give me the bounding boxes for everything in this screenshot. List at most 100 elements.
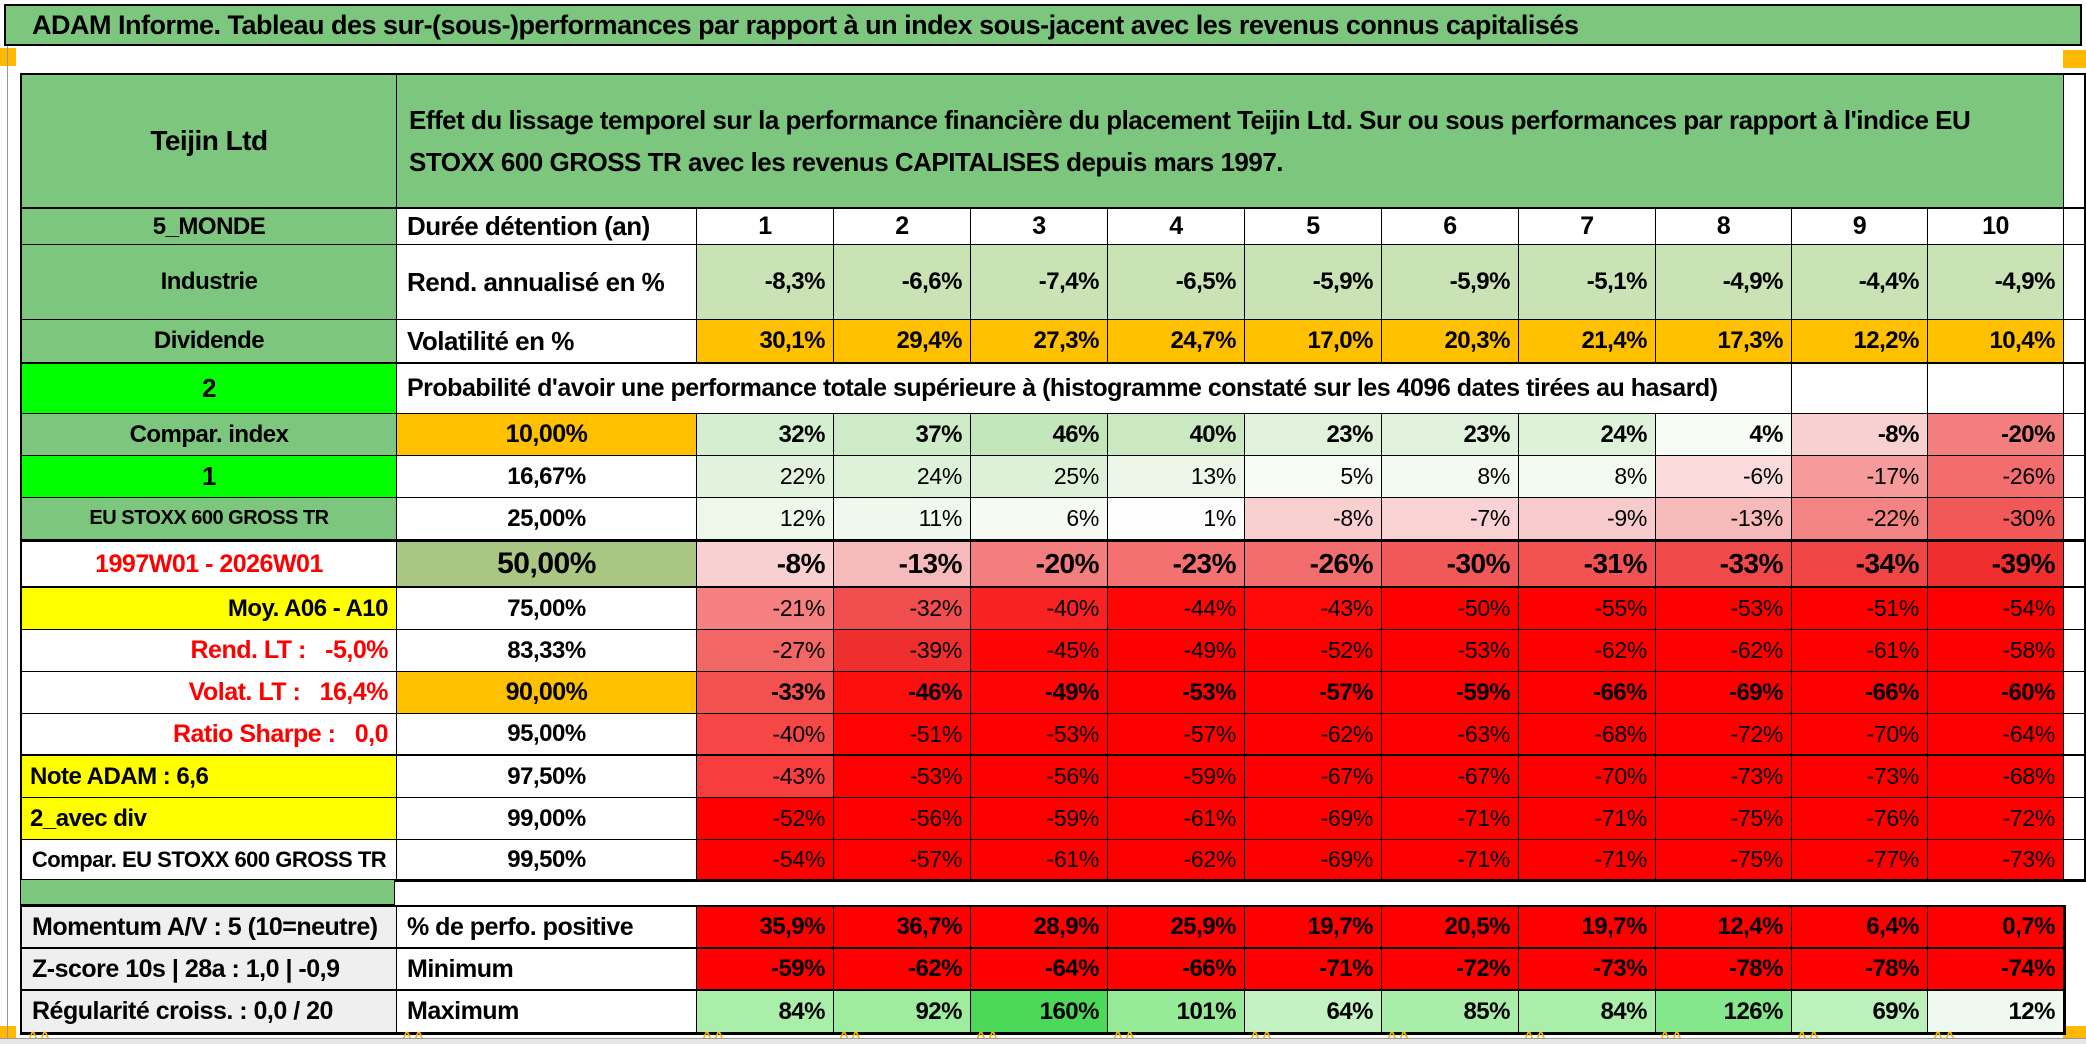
data-cell[interactable]: -33%	[1656, 540, 1792, 588]
row-label-cell[interactable]: Volat. LT : 16,4%	[22, 672, 397, 714]
row-label-cell[interactable]: Industrie	[22, 245, 397, 320]
data-cell[interactable]: -73%	[1928, 840, 2064, 880]
data-cell[interactable]: -63%	[1382, 714, 1519, 756]
prob-level-cell[interactable]: 25,00%	[397, 498, 697, 540]
data-cell[interactable]: -61%	[971, 840, 1108, 880]
prob-level-cell[interactable]: 99,00%	[397, 798, 697, 840]
bottom-data-cell[interactable]: 126%	[1656, 991, 1792, 1033]
data-cell[interactable]: 9	[1792, 209, 1928, 245]
data-cell[interactable]: -32%	[834, 588, 971, 630]
data-cell[interactable]: -22%	[1792, 498, 1928, 540]
data-cell[interactable]: 29,4%	[834, 320, 971, 364]
data-cell[interactable]: -51%	[1792, 588, 1928, 630]
row-label-cell[interactable]: Note ADAM : 6,6	[22, 756, 397, 798]
data-cell[interactable]: -31%	[1519, 540, 1656, 588]
data-cell[interactable]: -66%	[1792, 672, 1928, 714]
bottom-data-cell[interactable]: -78%	[1656, 949, 1792, 991]
bottom-label-cell[interactable]: Régularité croiss. : 0,0 / 20	[22, 991, 397, 1033]
data-cell[interactable]: 4%	[1656, 414, 1792, 456]
row-label-cell[interactable]: 2	[22, 364, 397, 414]
data-cell[interactable]: -57%	[834, 840, 971, 880]
bottom-data-cell[interactable]: -71%	[1245, 949, 1382, 991]
row-label-cell[interactable]: Dividende	[22, 320, 397, 364]
data-cell[interactable]: -76%	[1792, 798, 1928, 840]
data-cell[interactable]: 11%	[834, 498, 971, 540]
data-cell[interactable]: -69%	[1245, 840, 1382, 880]
bottom-data-cell[interactable]: 6,4%	[1792, 907, 1928, 949]
prob-level-cell[interactable]: 10,00%	[397, 414, 697, 456]
data-cell[interactable]: 20,3%	[1382, 320, 1519, 364]
data-cell[interactable]: -40%	[697, 714, 834, 756]
row-label-cell[interactable]: 2_avec div	[22, 798, 397, 840]
data-cell[interactable]: -7,4%	[971, 245, 1108, 320]
bottom-data-cell[interactable]: 85%	[1382, 991, 1519, 1033]
data-cell[interactable]: -43%	[697, 756, 834, 798]
data-cell[interactable]: 8	[1656, 209, 1792, 245]
data-cell[interactable]: 2	[834, 209, 971, 245]
empty-cell[interactable]	[1792, 364, 1928, 414]
data-cell[interactable]: -8%	[1245, 498, 1382, 540]
data-cell[interactable]: -30%	[1928, 498, 2064, 540]
row-label-cell[interactable]: 1	[22, 456, 397, 498]
data-cell[interactable]: -23%	[1108, 540, 1245, 588]
data-cell[interactable]: 10	[1928, 209, 2064, 245]
data-cell[interactable]: -71%	[1382, 840, 1519, 880]
data-cell[interactable]: -61%	[1108, 798, 1245, 840]
data-cell[interactable]: 4	[1108, 209, 1245, 245]
prob-level-cell[interactable]: 90,00%	[397, 672, 697, 714]
data-cell[interactable]: 46%	[971, 414, 1108, 456]
data-cell[interactable]: -13%	[834, 540, 971, 588]
bottom-data-cell[interactable]: 25,9%	[1108, 907, 1245, 949]
data-cell[interactable]: -59%	[971, 798, 1108, 840]
data-cell[interactable]: 25%	[971, 456, 1108, 498]
data-cell[interactable]: -57%	[1108, 714, 1245, 756]
row-label-cell[interactable]: Ratio Sharpe : 0,0	[22, 714, 397, 756]
data-cell[interactable]: -53%	[1656, 588, 1792, 630]
data-cell[interactable]: -49%	[1108, 630, 1245, 672]
data-cell[interactable]: -27%	[697, 630, 834, 672]
data-cell[interactable]: -4,4%	[1792, 245, 1928, 320]
data-cell[interactable]: -26%	[1245, 540, 1382, 588]
data-cell[interactable]: 6%	[971, 498, 1108, 540]
bottom-data-cell[interactable]: 84%	[1519, 991, 1656, 1033]
data-cell[interactable]: -70%	[1792, 714, 1928, 756]
bottom-data-cell[interactable]: -66%	[1108, 949, 1245, 991]
data-cell[interactable]: -34%	[1792, 540, 1928, 588]
bottom-label-cell[interactable]: Momentum A/V : 5 (10=neutre)	[22, 907, 397, 949]
data-cell[interactable]: -69%	[1245, 798, 1382, 840]
data-cell[interactable]: -54%	[1928, 588, 2064, 630]
data-cell[interactable]: -73%	[1656, 756, 1792, 798]
data-cell[interactable]: -61%	[1792, 630, 1928, 672]
data-cell[interactable]: -71%	[1519, 798, 1656, 840]
data-cell[interactable]: 24,7%	[1108, 320, 1245, 364]
bottom-data-cell[interactable]: 35,9%	[697, 907, 834, 949]
row-label-cell[interactable]: 5_MONDE	[22, 209, 397, 245]
data-cell[interactable]: -64%	[1928, 714, 2064, 756]
data-cell[interactable]: -4,9%	[1656, 245, 1792, 320]
bottom-data-cell[interactable]: 28,9%	[971, 907, 1108, 949]
data-cell[interactable]: 12,2%	[1792, 320, 1928, 364]
data-cell[interactable]: -49%	[971, 672, 1108, 714]
data-cell[interactable]: -62%	[1108, 840, 1245, 880]
data-cell[interactable]: -20%	[1928, 414, 2064, 456]
bottom-data-cell[interactable]: 69%	[1792, 991, 1928, 1033]
prob-level-cell[interactable]: 95,00%	[397, 714, 697, 756]
bottom-data-cell[interactable]: 19,7%	[1519, 907, 1656, 949]
data-cell[interactable]: -67%	[1382, 756, 1519, 798]
bottom-data-cell[interactable]: 36,7%	[834, 907, 971, 949]
data-cell[interactable]: 7	[1519, 209, 1656, 245]
stat-label-cell[interactable]: Volatilité en %	[397, 320, 697, 364]
data-cell[interactable]: 30,1%	[697, 320, 834, 364]
data-cell[interactable]: -56%	[834, 798, 971, 840]
prob-level-cell[interactable]: 99,50%	[397, 840, 697, 880]
stat-label-cell[interactable]: Rend. annualisé en %	[397, 245, 697, 320]
data-cell[interactable]: 23%	[1245, 414, 1382, 456]
data-cell[interactable]: -72%	[1656, 714, 1792, 756]
data-cell[interactable]: -5,1%	[1519, 245, 1656, 320]
data-cell[interactable]: -73%	[1792, 756, 1928, 798]
data-cell[interactable]: -62%	[1245, 714, 1382, 756]
bottom-data-cell[interactable]: 12%	[1928, 991, 2064, 1033]
row-label-cell[interactable]: Compar. index	[22, 414, 397, 456]
data-cell[interactable]: 27,3%	[971, 320, 1108, 364]
data-cell[interactable]: 1%	[1108, 498, 1245, 540]
